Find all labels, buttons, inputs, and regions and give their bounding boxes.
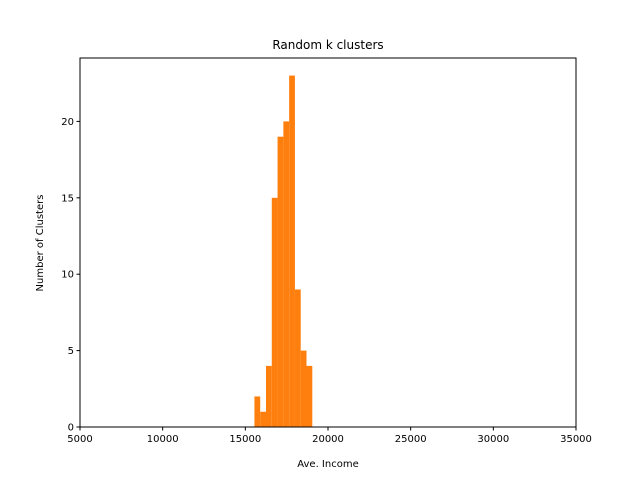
y-tick-label-1: 5 <box>68 346 74 357</box>
y-tick-label-2: 10 <box>61 270 74 281</box>
histogram-bar-4 <box>277 136 284 427</box>
y-tick-label-0: 0 <box>68 423 74 434</box>
x-tick-label-3: 20000 <box>312 434 344 445</box>
histogram-bar-2 <box>266 365 272 427</box>
y-axis-ticks: 0 5 10 15 20 <box>61 117 80 434</box>
histogram-bar-1 <box>260 411 266 427</box>
chart-title: Random k clusters <box>272 38 383 52</box>
y-tick-label-3: 15 <box>61 193 74 204</box>
x-tick-label-4: 25000 <box>395 434 427 445</box>
x-tick-label-2: 15000 <box>229 434 261 445</box>
y-axis-label: Number of Clusters <box>35 195 46 292</box>
x-tick-label-5: 30000 <box>477 434 509 445</box>
histogram-bar-6 <box>289 75 295 428</box>
plot-frame <box>79 57 577 428</box>
histogram-bar-7 <box>294 289 301 427</box>
x-tick-label-1: 10000 <box>147 434 179 445</box>
histogram-bar-9 <box>306 365 313 427</box>
bars-group <box>254 75 313 428</box>
x-axis-label: Ave. Income <box>297 459 358 470</box>
histogram-bar-8 <box>300 350 307 427</box>
histogram-bar-0 <box>254 396 261 427</box>
y-tick-label-4: 20 <box>61 117 74 128</box>
x-axis-ticks: 5000 10000 15000 20000 25000 30000 35000 <box>67 427 592 445</box>
histogram-bar-5 <box>283 121 290 427</box>
x-tick-label-6: 35000 <box>560 434 592 445</box>
x-tick-label-0: 5000 <box>67 434 92 445</box>
histogram-bar-3 <box>271 197 278 427</box>
